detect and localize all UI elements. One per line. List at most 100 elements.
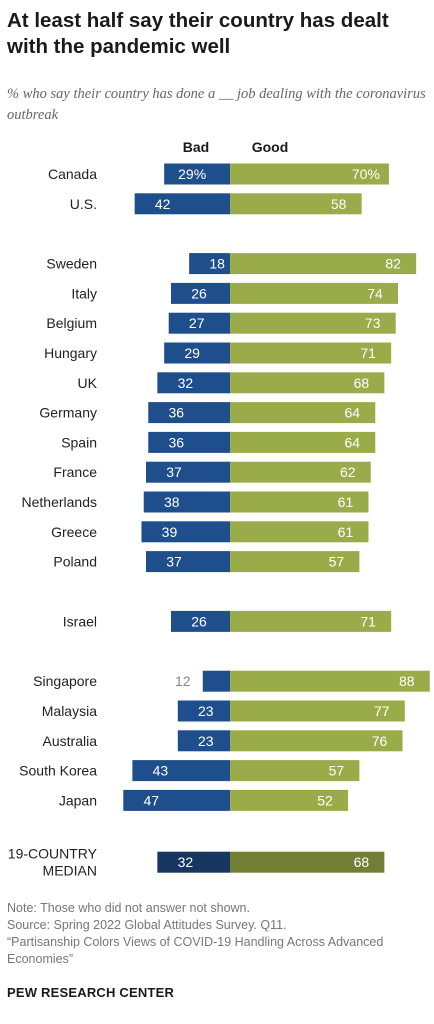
bar-good-italy [230,282,398,304]
category-label-hungary: Hungary [44,345,97,361]
bar-bad-malaysia [177,700,230,722]
value-bad-uk: 32 [178,375,194,391]
category-label-spain: Spain [61,434,97,450]
bar-bad-netherlands [143,491,230,513]
value-bad-japan: 47 [144,792,160,808]
value-good-france: 62 [340,464,356,480]
value-bad-u-s: 42 [155,196,171,212]
source-text: Source: Spring 2022 Global Attitudes Sur… [7,918,287,932]
bar-bad-italy [170,282,230,304]
bar-bad-u-s [134,193,230,215]
bar-good-france [230,461,371,483]
bar-good-germany [230,402,376,424]
category-label-netherlands: Netherlands [22,494,98,510]
category-label-malaysia: Malaysia [42,703,97,719]
value-good-poland: 57 [329,554,345,570]
value-good-belgium: 73 [365,315,381,331]
report-text: “Partisanship Colors Views of COVID-19 H… [7,935,384,966]
value-bad-poland: 37 [166,554,182,570]
value-good-singapore: 88 [399,673,415,689]
bar-bad-19-country-median [157,851,230,873]
value-good-australia: 76 [372,733,388,749]
category-label-poland: Poland [53,554,97,570]
category-label-france: France [53,464,97,480]
chart-notes: Note: Those who did not answer not shown… [7,900,427,968]
legend-bad: Bad [183,139,209,155]
value-bad-singapore: 12 [175,673,191,689]
value-bad-france: 37 [166,464,182,480]
category-label-singapore: Singapore [33,673,97,689]
category-label-belgium: Belgium [46,315,97,331]
value-good-19-country-median: 68 [354,854,370,870]
category-label-greece: Greece [51,524,97,540]
bar-bad-greece [141,521,230,543]
value-good-israel: 71 [360,613,376,629]
value-good-japan: 52 [317,792,333,808]
bar-good-greece [230,521,369,543]
bar-bad-poland [146,551,230,573]
legend-good: Good [252,139,289,155]
bar-good-hungary [230,342,392,364]
category-label-south-korea: South Korea [19,763,97,779]
diverging-bar-chart: Bad Good Canada 29% 70% U.S. 42 58 Sweden 18 82 Ita… [8,139,430,879]
value-good-hungary: 71 [360,345,376,361]
value-bad-sweden: 18 [209,256,225,272]
value-good-italy: 74 [367,285,383,301]
bar-bad-japan [123,789,230,811]
bar-good-19-country-median [230,851,385,873]
category-label-19-country-median-0: 19-COUNTRY [8,846,98,862]
bar-bad-france [146,461,230,483]
value-bad-hungary: 29 [184,345,200,361]
category-label-uk: UK [78,375,98,391]
bar-bad-sweden [189,253,230,275]
value-good-sweden: 82 [385,256,401,272]
bar-good-canada [230,163,389,185]
bar-good-singapore [230,670,430,692]
bar-good-israel [230,610,392,632]
bar-bad-belgium [168,312,230,334]
value-bad-19-country-median: 32 [178,854,194,870]
value-bad-malaysia: 23 [198,703,214,719]
bar-good-sweden [230,253,417,275]
value-bad-belgium: 27 [189,315,205,331]
bar-good-netherlands [230,491,369,513]
chart-subtitle: % who say their country has done a __ jo… [7,86,426,123]
category-label-sweden: Sweden [46,256,97,272]
note-text: Note: Those who did not answer not shown… [7,901,250,915]
value-bad-spain: 36 [168,434,184,450]
value-good-u-s: 58 [331,196,347,212]
bar-good-japan [230,789,349,811]
value-good-south-korea: 57 [329,763,345,779]
bar-bad-germany [148,402,230,424]
category-label-japan: Japan [59,792,97,808]
value-bad-italy: 26 [191,285,207,301]
bar-good-uk [230,372,385,394]
bar-bad-hungary [164,342,230,364]
bar-good-australia [230,730,403,752]
bar-good-belgium [230,312,396,334]
value-good-uk: 68 [354,375,370,391]
bar-bad-israel [170,610,230,632]
bar-bad-spain [148,431,230,453]
value-good-canada: 70% [352,166,380,182]
bar-good-u-s [230,193,362,215]
value-bad-south-korea: 43 [153,763,169,779]
value-bad-netherlands: 38 [164,494,180,510]
pew-footer: PEW RESEARCH CENTER [7,985,175,1000]
bar-good-poland [230,551,360,573]
bar-good-south-korea [230,760,360,782]
category-label-19-country-median-1: MEDIAN [43,863,97,879]
bar-bad-australia [177,730,230,752]
bar-bad-south-korea [132,760,230,782]
category-label-canada: Canada [48,166,97,182]
value-good-netherlands: 61 [338,494,354,510]
value-bad-greece: 39 [162,524,178,540]
category-label-israel: Israel [63,613,97,629]
value-bad-canada: 29% [178,166,206,182]
bar-bad-singapore [202,670,230,692]
value-good-malaysia: 77 [374,703,390,719]
category-label-u-s: U.S. [70,196,97,212]
value-good-greece: 61 [338,524,354,540]
value-bad-australia: 23 [198,733,214,749]
value-good-spain: 64 [344,434,360,450]
